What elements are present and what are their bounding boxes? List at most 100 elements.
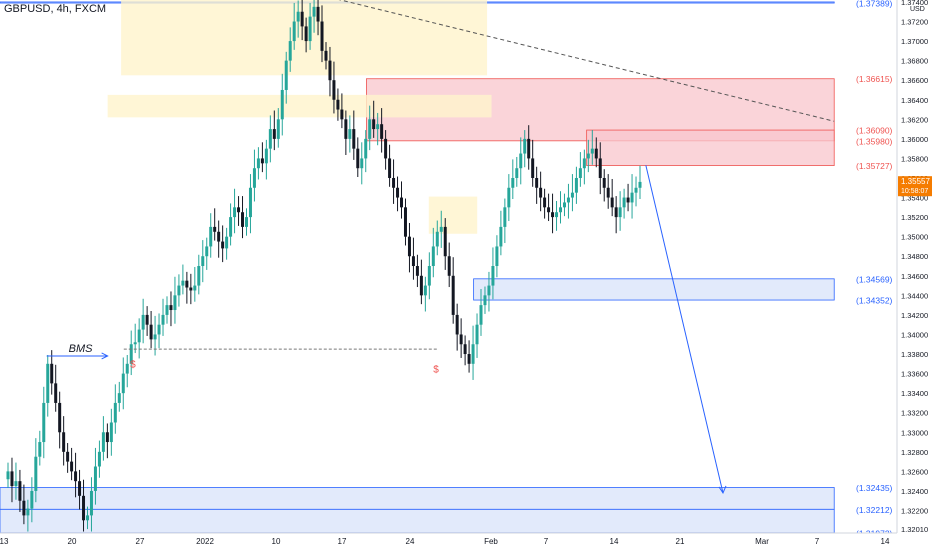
- candle-body[interactable]: [308, 16, 312, 42]
- candle-body[interactable]: [423, 285, 427, 296]
- candle-body[interactable]: [419, 275, 423, 296]
- candle-body[interactable]: [455, 314, 459, 335]
- candle-body[interactable]: [233, 207, 237, 218]
- candle-body[interactable]: [145, 314, 149, 325]
- candle-body[interactable]: [213, 226, 217, 232]
- candle-body[interactable]: [495, 246, 499, 267]
- candle-body[interactable]: [296, 11, 300, 22]
- candle-body[interactable]: [562, 202, 566, 208]
- candle-body[interactable]: [487, 285, 491, 296]
- candle-body[interactable]: [435, 231, 439, 247]
- candle-body[interactable]: [46, 363, 50, 403]
- candle-body[interactable]: [54, 383, 58, 403]
- candle-body[interactable]: [376, 124, 380, 130]
- candle-body[interactable]: [614, 207, 618, 218]
- candle-body[interactable]: [70, 461, 74, 472]
- candle-body[interactable]: [610, 197, 614, 208]
- candle-body[interactable]: [523, 138, 527, 154]
- candle-body[interactable]: [324, 50, 328, 61]
- candle-body[interactable]: [66, 451, 70, 462]
- candle-body[interactable]: [304, 26, 308, 42]
- candle-body[interactable]: [638, 181, 642, 188]
- candle-body[interactable]: [519, 153, 523, 169]
- candle-body[interactable]: [173, 295, 177, 311]
- candle-body[interactable]: [272, 129, 276, 139]
- candle-body[interactable]: [42, 402, 46, 443]
- candle-body[interactable]: [336, 99, 340, 110]
- candle-body[interactable]: [117, 393, 121, 403]
- candle-body[interactable]: [209, 226, 213, 247]
- candle-body[interactable]: [241, 212, 245, 227]
- candle-body[interactable]: [85, 515, 89, 521]
- candle-body[interactable]: [431, 246, 435, 267]
- candle-body[interactable]: [189, 287, 193, 291]
- candle-body[interactable]: [161, 314, 165, 325]
- candle-body[interactable]: [113, 402, 117, 423]
- candle-body[interactable]: [82, 495, 86, 521]
- candle-body[interactable]: [400, 197, 404, 208]
- zone-yellow[interactable]: [107, 94, 492, 118]
- candle-body[interactable]: [30, 490, 34, 509]
- candle-body[interactable]: [62, 432, 66, 452]
- candle-body[interactable]: [14, 481, 18, 487]
- candle-body[interactable]: [149, 324, 153, 340]
- candle-body[interactable]: [543, 197, 547, 208]
- trendline[interactable]: [269, 0, 835, 122]
- candle-body[interactable]: [137, 329, 141, 343]
- candle-body[interactable]: [507, 187, 511, 208]
- candle-body[interactable]: [527, 138, 531, 159]
- candle-body[interactable]: [185, 280, 189, 288]
- candle-body[interactable]: [559, 207, 563, 213]
- candle-body[interactable]: [26, 508, 30, 516]
- candle-body[interactable]: [58, 402, 62, 433]
- candle-body[interactable]: [125, 363, 129, 374]
- candle-body[interactable]: [121, 373, 125, 394]
- candle-body[interactable]: [479, 305, 483, 325]
- candle-body[interactable]: [491, 266, 495, 286]
- candle-body[interactable]: [384, 138, 388, 159]
- candle-body[interactable]: [360, 158, 364, 169]
- candle-body[interactable]: [93, 466, 97, 491]
- candle-body[interactable]: [340, 109, 344, 120]
- candle-body[interactable]: [531, 158, 535, 178]
- candle-body[interactable]: [201, 256, 205, 267]
- candle-body[interactable]: [229, 217, 233, 237]
- candle-body[interactable]: [237, 207, 241, 213]
- candle-body[interactable]: [364, 138, 368, 159]
- candle-body[interactable]: [471, 344, 475, 364]
- candle-body[interactable]: [225, 236, 229, 249]
- candle-body[interactable]: [34, 456, 38, 491]
- candle-body[interactable]: [443, 226, 447, 257]
- candle-body[interactable]: [447, 256, 451, 276]
- candle-body[interactable]: [467, 354, 471, 364]
- candle-body[interactable]: [332, 80, 336, 100]
- candle-body[interactable]: [348, 129, 352, 139]
- candle-body[interactable]: [499, 226, 503, 247]
- candle-body[interactable]: [396, 187, 400, 198]
- candle-body[interactable]: [280, 89, 284, 120]
- candle-body[interactable]: [288, 41, 292, 61]
- candle-body[interactable]: [205, 246, 209, 257]
- candle-body[interactable]: [539, 187, 543, 198]
- candle-body[interactable]: [169, 305, 173, 311]
- candle-body[interactable]: [415, 266, 419, 276]
- candle-body[interactable]: [535, 177, 539, 188]
- candle-body[interactable]: [105, 432, 109, 443]
- projection-arrow-line[interactable]: [645, 165, 724, 494]
- candle-body[interactable]: [503, 207, 507, 227]
- candle-body[interactable]: [630, 192, 634, 203]
- candle-body[interactable]: [459, 334, 463, 345]
- candle-body[interactable]: [626, 197, 630, 203]
- candle-body[interactable]: [276, 119, 280, 139]
- candle-body[interactable]: [89, 490, 93, 516]
- candle-body[interactable]: [197, 266, 201, 286]
- candle-body[interactable]: [368, 119, 372, 139]
- candle-body[interactable]: [618, 207, 622, 218]
- zone-supply[interactable]: [586, 129, 835, 166]
- candle-body[interactable]: [570, 192, 574, 198]
- candle-body[interactable]: [439, 226, 443, 232]
- candle-body[interactable]: [515, 168, 519, 178]
- candle-body[interactable]: [193, 285, 197, 291]
- candle-body[interactable]: [352, 129, 356, 149]
